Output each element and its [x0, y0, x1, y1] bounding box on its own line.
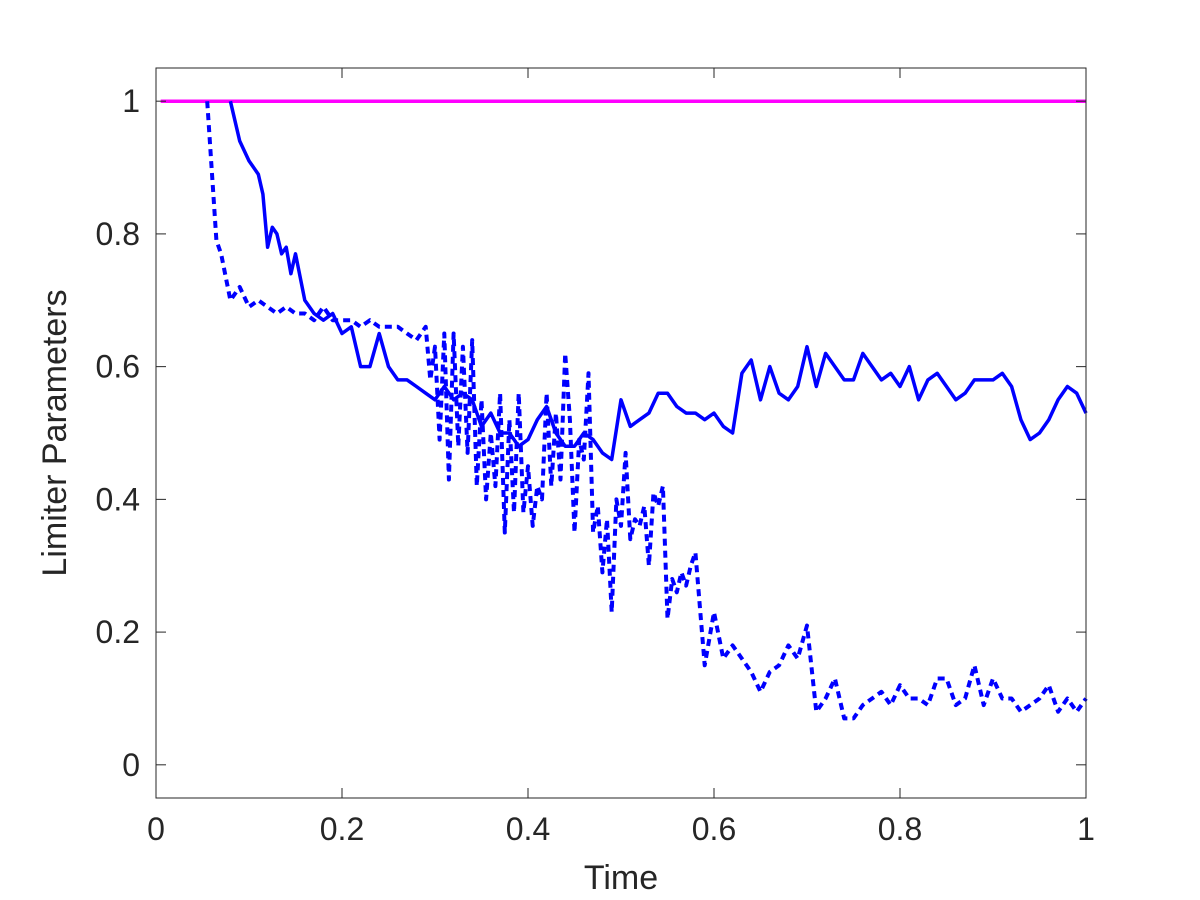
series-line-2	[228, 100, 1088, 462]
y-tick-label: 0.2	[96, 614, 140, 650]
plot-area-frame	[155, 67, 1087, 799]
x-tick-labels: 0 0.2 0.4 0.6 0.8 1	[147, 811, 1095, 847]
x-tick-label: 0.8	[878, 811, 922, 847]
y-tick-label: 1	[122, 83, 140, 119]
y-tick-labels: 0 0.2 0.4 0.6 0.8 1	[96, 83, 140, 783]
y-tick-label: 0.8	[96, 216, 140, 252]
x-tick-label: 0	[147, 811, 165, 847]
x-axis-label: Time	[584, 859, 658, 897]
y-tick-label: 0	[122, 747, 140, 783]
series-line-3	[205, 101, 1088, 721]
x-tick-label: 1	[1077, 811, 1095, 847]
y-tick-label: 0.6	[96, 349, 140, 385]
x-tick-label: 0.2	[320, 811, 364, 847]
ticks-layer	[155, 68, 1087, 798]
y-axis-label: Limiter Parameters	[36, 289, 74, 576]
x-tick-label: 0.4	[506, 811, 550, 847]
x-tick-label: 0.6	[692, 811, 736, 847]
y-tick-label: 0.4	[96, 481, 140, 517]
series-layer	[160, 99, 1088, 721]
